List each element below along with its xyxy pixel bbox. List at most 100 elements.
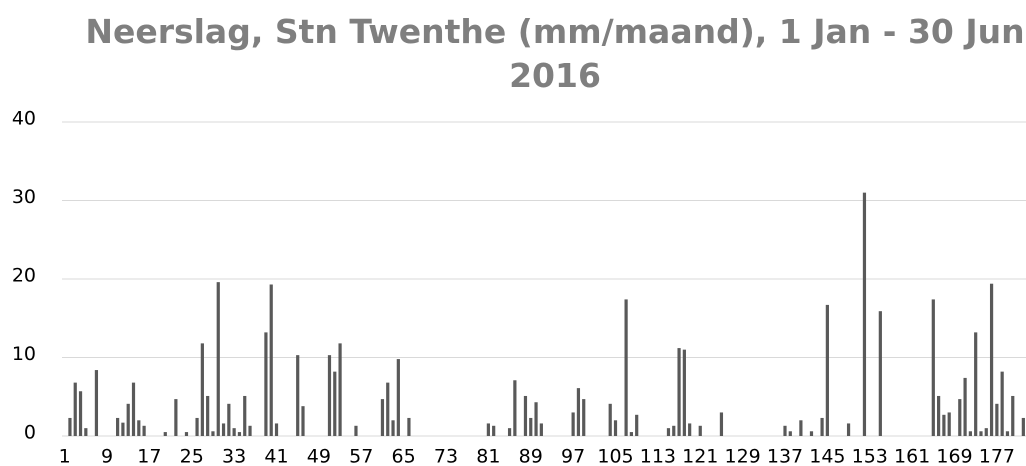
bar: [296, 355, 300, 436]
bar: [958, 399, 962, 436]
bar: [635, 414, 639, 436]
x-tick-label: 49: [307, 446, 331, 466]
x-tick-label: 73: [434, 446, 458, 466]
bar: [1021, 417, 1025, 436]
bar: [227, 403, 231, 436]
bar: [163, 432, 167, 436]
bar: [629, 432, 633, 436]
bar: [947, 412, 951, 436]
bar: [174, 399, 178, 436]
bar: [666, 428, 671, 436]
bar: [984, 428, 988, 436]
bar: [301, 406, 305, 436]
bar: [624, 299, 628, 436]
chart-title: Neerslag, Stn Twenthe (mm/maand), 1 Jan …: [85, 12, 1025, 95]
bar: [799, 420, 803, 436]
bar: [243, 395, 247, 436]
bar: [539, 423, 543, 436]
bar: [1005, 431, 1010, 436]
bar: [529, 417, 533, 436]
x-tick-label: 33: [222, 446, 246, 466]
bar: [576, 388, 581, 436]
bar: [571, 412, 575, 436]
bar: [68, 417, 72, 436]
bar: [878, 311, 882, 436]
bar: [698, 425, 702, 436]
bar: [809, 431, 814, 436]
bar: [142, 425, 146, 436]
y-tick-label: 20: [12, 265, 36, 287]
bar: [195, 417, 199, 436]
x-tick-label: 97: [561, 446, 585, 466]
bar: [492, 425, 496, 436]
bar: [327, 355, 332, 436]
bar: [968, 431, 972, 436]
x-tick-label: 17: [137, 446, 161, 466]
bar: [264, 332, 268, 436]
y-tick-label: 10: [12, 343, 36, 365]
x-tick-label: 153: [852, 446, 888, 466]
bar: [937, 395, 941, 436]
bar: [682, 349, 686, 436]
bar: [232, 428, 236, 436]
bar: [507, 428, 512, 436]
x-tick-label: 137: [767, 446, 803, 466]
bar: [820, 417, 824, 436]
bar: [333, 371, 337, 436]
x-tick-label: 57: [349, 446, 373, 466]
bar: [221, 423, 226, 436]
x-tick-label: 1: [59, 446, 71, 466]
bar: [206, 395, 210, 436]
x-tick-label: 89: [519, 446, 543, 466]
bar: [354, 425, 358, 436]
x-tick-label: 81: [476, 446, 500, 466]
x-tick-label: 9: [101, 446, 113, 466]
bar: [963, 377, 967, 436]
y-tick-label: 0: [24, 422, 36, 444]
bar: [523, 395, 528, 436]
bar: [862, 192, 867, 436]
bar: [677, 348, 681, 436]
bar: [613, 420, 618, 436]
bar: [386, 382, 390, 436]
x-tick-label: 105: [597, 446, 633, 466]
y-tick-label: 40: [12, 108, 36, 130]
bar: [846, 423, 851, 436]
x-tick-label: 145: [809, 446, 845, 466]
y-tick-label: 30: [12, 186, 36, 208]
x-tick-label: 161: [894, 446, 930, 466]
bar: [126, 403, 130, 436]
bar: [672, 425, 676, 436]
bar: [407, 417, 411, 436]
x-tick-label: 129: [724, 446, 760, 466]
bar: [131, 382, 136, 436]
bar: [534, 402, 538, 436]
bar: [380, 399, 385, 436]
x-tick-label: 169: [936, 446, 972, 466]
x-tick-label: 65: [392, 446, 416, 466]
bar: [237, 432, 242, 436]
bar: [513, 380, 517, 436]
bar: [211, 431, 215, 436]
bar: [391, 420, 395, 436]
bar: [688, 423, 692, 436]
bar: [783, 425, 787, 436]
bar: [121, 422, 125, 436]
bar: [248, 425, 252, 436]
bar: [84, 428, 88, 436]
bar: [995, 403, 999, 436]
bar: [825, 304, 829, 436]
bar: [989, 283, 994, 436]
bar: [719, 412, 724, 436]
bar: [486, 423, 490, 436]
bar: [396, 359, 400, 436]
bar: [78, 391, 83, 436]
bar: [1000, 371, 1004, 436]
x-tick-label: 113: [640, 446, 676, 466]
bar: [73, 382, 77, 436]
bar: [979, 431, 983, 436]
bar: [94, 370, 99, 436]
x-tick-label: 25: [180, 446, 204, 466]
bar: [137, 420, 141, 436]
